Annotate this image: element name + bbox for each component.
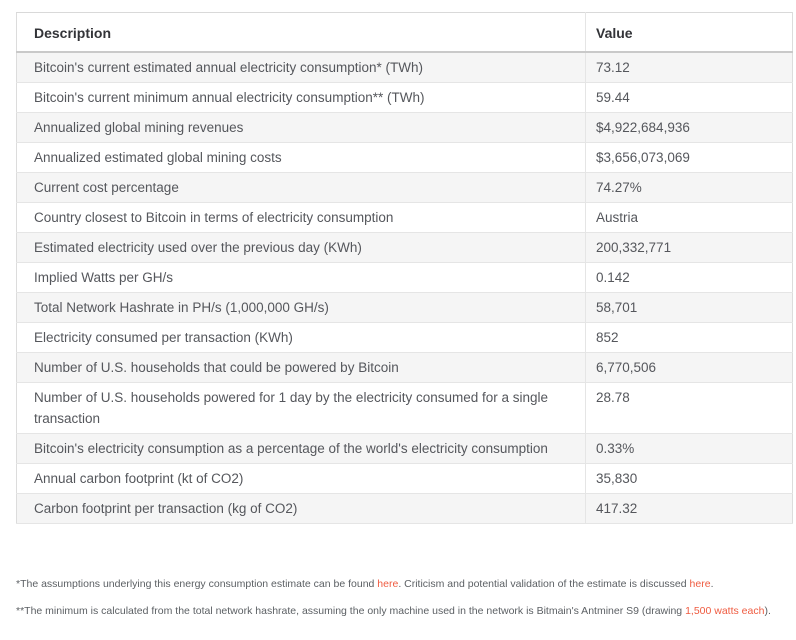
footnote-minimum: **The minimum is calculated from the tot… (16, 604, 794, 618)
row-value-cell: 58,701 (585, 292, 793, 323)
table-row: Number of U.S. households that could be … (16, 352, 793, 383)
row-value-cell: 6,770,506 (585, 352, 793, 383)
row-value-cell: 59.44 (585, 82, 793, 113)
footnote-text: **The minimum is calculated from the tot… (16, 605, 686, 617)
footnote-text: ). (764, 605, 771, 617)
footnote-text: . Criticism and potential validation of … (398, 578, 690, 590)
table-row: Current cost percentage 74.27% (16, 172, 793, 203)
row-value-cell: 35,830 (585, 463, 793, 494)
table-row: Implied Watts per GH/s 0.142 (16, 262, 793, 293)
table-row: Total Network Hashrate in PH/s (1,000,00… (16, 292, 793, 323)
criticism-here-link[interactable]: here (689, 578, 711, 590)
row-description-cell: Bitcoin's current minimum annual electri… (16, 82, 586, 113)
row-value-cell: Austria (585, 202, 793, 233)
table-row: Annualized global mining revenues $4,922… (16, 112, 793, 143)
table-row: Estimated electricity used over the prev… (16, 232, 793, 263)
stats-table: Description Value Bitcoin's current esti… (16, 12, 793, 524)
table-row: Annual carbon footprint (kt of CO2) 35,8… (16, 463, 793, 494)
footnote-text: *The assumptions underlying this energy … (16, 578, 378, 590)
row-description-cell: Electricity consumed per transaction (KW… (16, 322, 586, 353)
row-description-cell: Bitcoin's electricity consumption as a p… (16, 433, 586, 464)
table-row: Country closest to Bitcoin in terms of e… (16, 202, 793, 233)
column-header-description: Description (16, 12, 586, 53)
row-description-cell: Country closest to Bitcoin in terms of e… (16, 202, 586, 233)
table-header-row: Description Value (16, 12, 793, 53)
row-value-cell: 200,332,771 (585, 232, 793, 263)
table-row: Annualized estimated global mining costs… (16, 142, 793, 173)
table-row: Bitcoin's current minimum annual electri… (16, 82, 793, 113)
row-value-cell: 28.78 (585, 382, 793, 434)
row-description-cell: Implied Watts per GH/s (16, 262, 586, 293)
table-row: Carbon footprint per transaction (kg of … (16, 493, 793, 524)
row-description-cell: Bitcoin's current estimated annual elect… (16, 52, 586, 83)
table-row: Number of U.S. households powered for 1 … (16, 382, 793, 434)
footnote-assumptions: *The assumptions underlying this energy … (16, 577, 794, 591)
row-description-cell: Number of U.S. households that could be … (16, 352, 586, 383)
row-value-cell: 73.12 (585, 52, 793, 83)
row-description-cell: Current cost percentage (16, 172, 586, 203)
footnote-text: . (710, 578, 714, 590)
row-value-cell: $3,656,073,069 (585, 142, 793, 173)
energy-index-table-container: Description Value Bitcoin's current esti… (16, 12, 793, 524)
footnotes: *The assumptions underlying this energy … (16, 577, 794, 631)
row-value-cell: 852 (585, 322, 793, 353)
assumptions-here-link[interactable]: here (377, 578, 399, 590)
row-description-cell: Carbon footprint per transaction (kg of … (16, 493, 586, 524)
row-description-cell: Annualized global mining revenues (16, 112, 586, 143)
row-description-cell: Annualized estimated global mining costs (16, 142, 586, 173)
table-row: Bitcoin's electricity consumption as a p… (16, 433, 793, 464)
column-header-value: Value (585, 12, 793, 53)
row-description-cell: Total Network Hashrate in PH/s (1,000,00… (16, 292, 586, 323)
row-description-cell: Estimated electricity used over the prev… (16, 232, 586, 263)
watts-each-link[interactable]: 1,500 watts each (685, 605, 765, 617)
row-value-cell: 417.32 (585, 493, 793, 524)
row-value-cell: 0.142 (585, 262, 793, 293)
row-value-cell: 0.33% (585, 433, 793, 464)
row-description-cell: Number of U.S. households powered for 1 … (16, 382, 586, 434)
table-row: Bitcoin's current estimated annual elect… (16, 52, 793, 83)
table-row: Electricity consumed per transaction (KW… (16, 322, 793, 353)
row-description-cell: Annual carbon footprint (kt of CO2) (16, 463, 586, 494)
row-value-cell: $4,922,684,936 (585, 112, 793, 143)
row-value-cell: 74.27% (585, 172, 793, 203)
